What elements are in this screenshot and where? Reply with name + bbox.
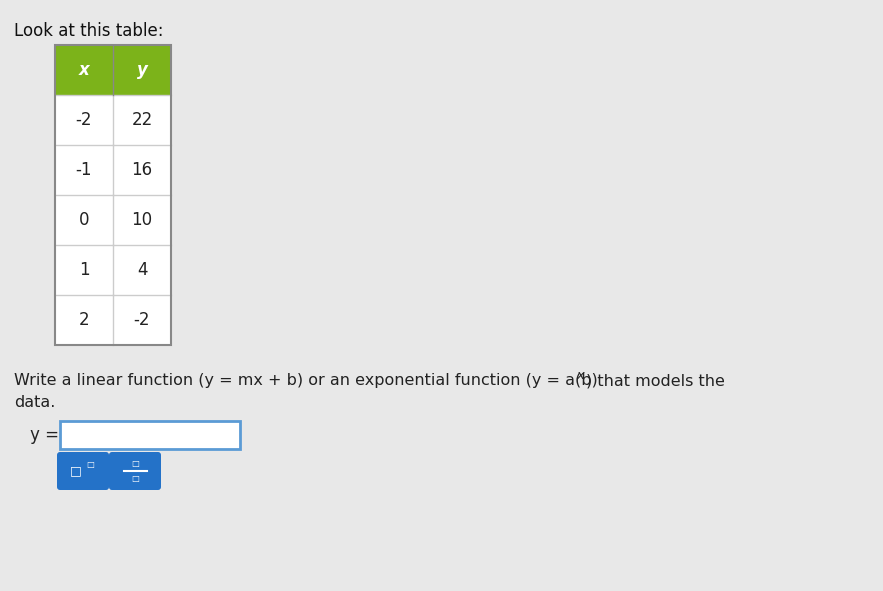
Text: □: □ bbox=[71, 465, 82, 478]
Text: -2: -2 bbox=[133, 311, 150, 329]
Bar bbox=[113, 45, 171, 95]
Bar bbox=[113, 295, 171, 345]
Text: y: y bbox=[137, 61, 147, 79]
Text: Look at this table:: Look at this table: bbox=[14, 22, 163, 40]
Bar bbox=[55, 95, 113, 145]
Text: 1: 1 bbox=[79, 261, 89, 279]
Bar bbox=[55, 245, 113, 295]
Text: 4: 4 bbox=[137, 261, 147, 279]
Bar bbox=[55, 145, 113, 195]
Text: ) that models the: ) that models the bbox=[586, 373, 725, 388]
Text: 2: 2 bbox=[79, 311, 89, 329]
Bar bbox=[113, 245, 171, 295]
Text: 16: 16 bbox=[132, 161, 153, 179]
Text: 22: 22 bbox=[132, 111, 153, 129]
Bar bbox=[55, 45, 171, 345]
Text: y =: y = bbox=[30, 426, 59, 444]
Text: -1: -1 bbox=[76, 161, 92, 179]
Text: -2: -2 bbox=[76, 111, 92, 129]
Bar bbox=[55, 45, 113, 95]
Bar bbox=[55, 195, 113, 245]
Text: Write a linear function (y = mx + b) or an exponential function (y = a(b): Write a linear function (y = mx + b) or … bbox=[14, 373, 598, 388]
FancyBboxPatch shape bbox=[57, 452, 109, 490]
Text: □: □ bbox=[86, 460, 94, 469]
Bar bbox=[55, 295, 113, 345]
Bar bbox=[113, 95, 171, 145]
Bar bbox=[113, 195, 171, 245]
Bar bbox=[60, 421, 240, 449]
Bar bbox=[113, 145, 171, 195]
Text: data.: data. bbox=[14, 395, 56, 410]
Text: □: □ bbox=[131, 473, 139, 482]
FancyBboxPatch shape bbox=[109, 452, 161, 490]
Text: 0: 0 bbox=[79, 211, 89, 229]
Text: 10: 10 bbox=[132, 211, 153, 229]
Text: □: □ bbox=[131, 459, 139, 469]
Text: x: x bbox=[79, 61, 89, 79]
Text: x: x bbox=[576, 369, 584, 382]
